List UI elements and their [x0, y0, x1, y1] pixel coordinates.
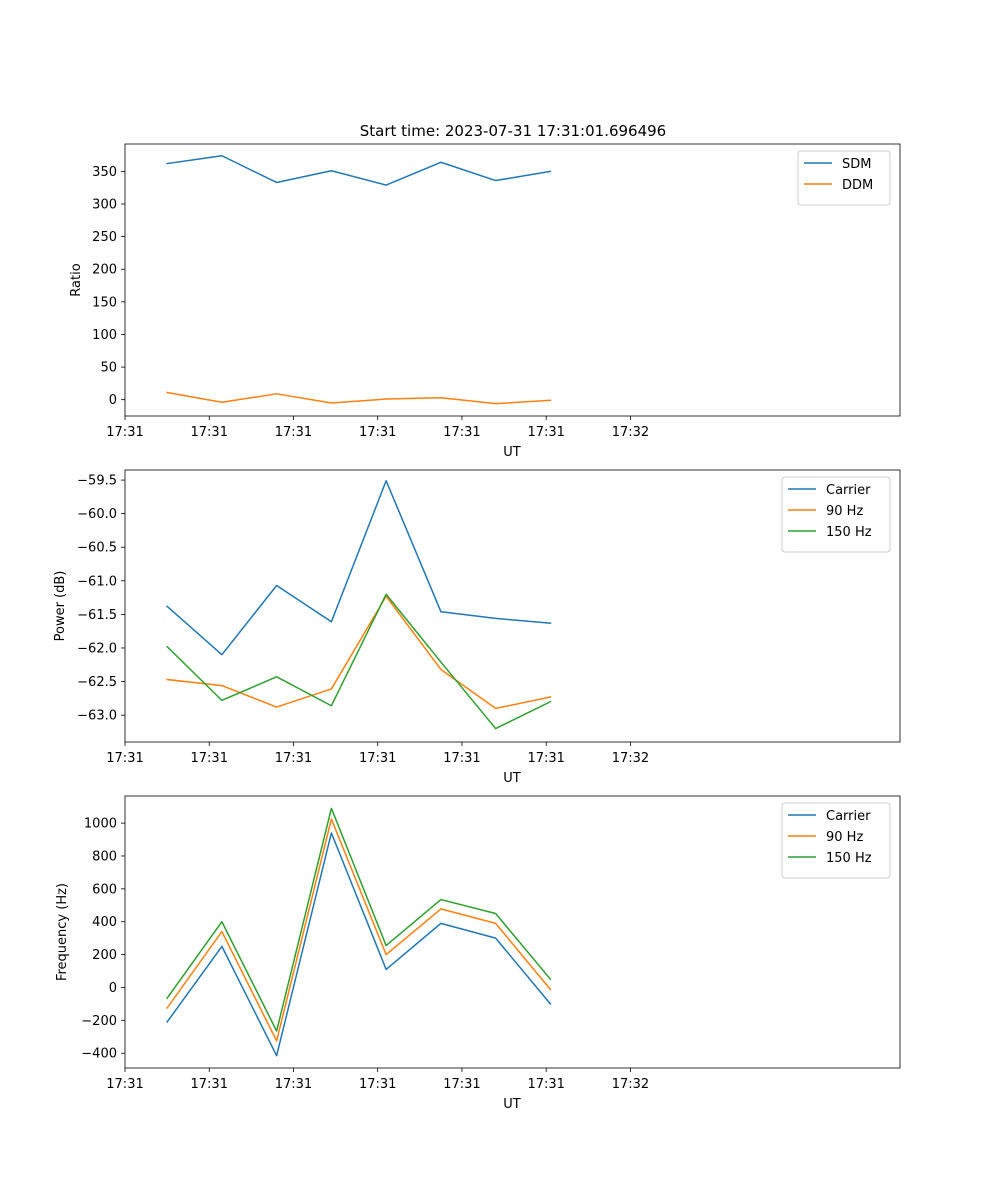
ratio-legend: SDM DDM: [797, 150, 891, 206]
ratio-legend-label-sdm: SDM: [842, 157, 871, 172]
ratio-y-tick-label: 0: [109, 393, 117, 408]
frequency-x-tick-label: 17:31: [527, 1077, 564, 1092]
power-legend-label-carrier: Carrier: [826, 483, 871, 498]
frequency-x-tick-label: 17:31: [191, 1077, 228, 1092]
power-x-tick-label: 17:31: [191, 751, 228, 766]
ratio-x-tick-label: 17:31: [275, 425, 312, 440]
frequency-series-line-90-hz: [166, 818, 552, 1042]
power-x-tick-label: 17:31: [443, 751, 480, 766]
ratio-x-tick-label: 17:31: [443, 425, 480, 440]
power-axes-frame: [124, 469, 901, 743]
power-y-tick-label: −61.0: [77, 574, 117, 589]
power-y-tick-label: −59.5: [77, 474, 117, 489]
frequency-legend-label-carrier: Carrier: [826, 809, 871, 824]
ratio-y-tick-label: 50: [100, 361, 117, 376]
frequency-x-tick-label: 17:31: [106, 1077, 143, 1092]
frequency-y-tick-label: 0: [109, 981, 117, 996]
ratio-series-line-ddm: [166, 391, 552, 405]
ratio-y-tick-label: 150: [92, 295, 117, 310]
power-series-line-150-hz: [166, 593, 552, 730]
frequency-y-tick-label: 600: [92, 882, 117, 897]
power-series-line-carrier: [166, 480, 552, 656]
ratio-axes-frame: [124, 143, 901, 417]
frequency-legend-label-90-hz: 90 Hz: [826, 830, 863, 845]
ratio-x-tick-label: 17:31: [359, 425, 396, 440]
power-x-tick-label: 17:31: [359, 751, 396, 766]
frequency-series-line-carrier: [166, 832, 552, 1057]
frequency-x-tick-label: 17:32: [612, 1077, 649, 1092]
power-legend: Carrier 90 Hz 150 Hz: [781, 476, 891, 553]
frequency-y-tick-label: 800: [92, 849, 117, 864]
power-y-tick-label: −60.0: [77, 507, 117, 522]
frequency-y-tick-label: 400: [92, 915, 117, 930]
frequency-x-tick-label: 17:31: [443, 1077, 480, 1092]
power-legend-box: [781, 476, 891, 553]
power-legend-label-150-hz: 150 Hz: [826, 525, 872, 540]
ratio-y-tick-label: 200: [92, 263, 117, 278]
frequency-panel: 17:31 17:31 17:31 17:31 17:31 17:31 17:32 −400 −…: [55, 795, 901, 1112]
frequency-x-axis-label: UT: [503, 1097, 521, 1112]
ratio-legend-label-ddm: DDM: [842, 178, 873, 193]
power-x-tick-label: 17:31: [106, 751, 143, 766]
ratio-series-line-sdm: [166, 154, 552, 186]
ratio-x-axis-label: UT: [503, 445, 521, 460]
power-legend-label-90-hz: 90 Hz: [826, 504, 863, 519]
ratio-x-tick-label: 17:31: [191, 425, 228, 440]
power-x-axis-label: UT: [503, 771, 521, 786]
frequency-y-tick-label: 200: [92, 948, 117, 963]
power-panel: 17:31 17:31 17:31 17:31 17:31 17:31 17:32 −63.0…: [53, 469, 901, 786]
power-y-axis-label: Power (dB): [53, 571, 68, 642]
frequency-x-tick-label: 17:31: [359, 1077, 396, 1092]
frequency-legend-box: [781, 802, 891, 879]
frequency-y-tick-label: 1000: [84, 817, 117, 832]
power-series-line-90-hz: [166, 595, 552, 710]
frequency-y-axis-label: Frequency (Hz): [55, 883, 70, 981]
frequency-legend: Carrier 90 Hz 150 Hz: [781, 802, 891, 879]
ratio-y-axis-label: Ratio: [69, 263, 84, 296]
ratio-x-tick-label: 17:31: [527, 425, 564, 440]
power-y-tick-label: −62.5: [77, 675, 117, 690]
ratio-legend-box: [797, 150, 891, 206]
figure-title: Start time: 2023-07-31 17:31:01.696496: [360, 122, 666, 140]
power-x-tick-label: 17:31: [527, 751, 564, 766]
frequency-legend-label-150-hz: 150 Hz: [826, 851, 872, 866]
frequency-y-tick-label: −200: [81, 1014, 117, 1029]
ratio-y-tick-label: 350: [92, 165, 117, 180]
ratio-panel: 17:31 17:31 17:31 17:31 17:31 17:31 17:32 0 50 10…: [69, 143, 901, 460]
ratio-x-tick-label: 17:31: [106, 425, 143, 440]
ratio-y-tick-label: 100: [92, 328, 117, 343]
frequency-y-tick-label: −400: [81, 1047, 117, 1062]
power-y-tick-label: −62.0: [77, 641, 117, 656]
power-y-tick-label: −61.5: [77, 608, 117, 623]
ratio-x-tick-label: 17:32: [612, 425, 649, 440]
power-x-tick-label: 17:31: [275, 751, 312, 766]
power-y-tick-label: −63.0: [77, 709, 117, 724]
ratio-y-tick-label: 300: [92, 198, 117, 213]
frequency-x-tick-label: 17:31: [275, 1077, 312, 1092]
frequency-axes-frame: [124, 795, 901, 1069]
frequency-series-line-150-hz: [166, 807, 552, 1032]
ratio-y-tick-label: 250: [92, 230, 117, 245]
power-y-tick-label: −60.5: [77, 541, 117, 556]
power-x-tick-label: 17:32: [612, 751, 649, 766]
